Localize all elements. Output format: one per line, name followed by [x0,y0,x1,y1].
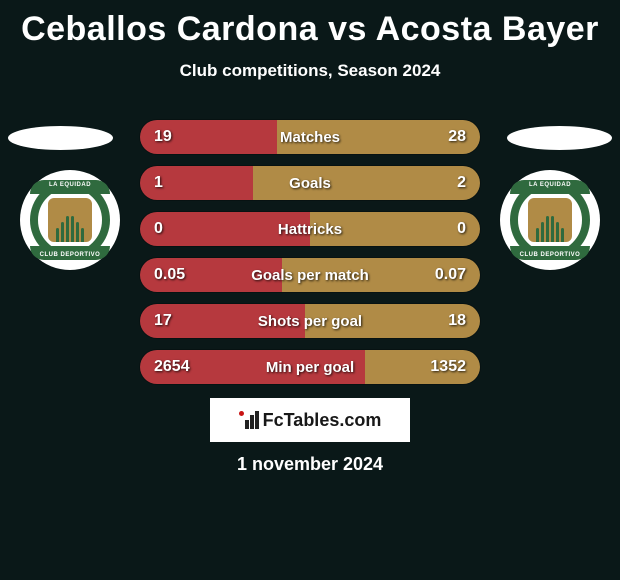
stat-label: Matches [140,120,480,154]
stats-panel: 1928Matches 12Goals 00Hattricks 0.050.07Goa… [140,120,480,396]
badge-stripes-icon [56,214,84,242]
stat-label: Hattricks [140,212,480,246]
page-title: Ceballos Cardona vs Acosta Bayer [0,0,620,49]
stat-row: 1928Matches [140,120,480,154]
fctables-brand-box: FcTables.com [210,398,410,442]
stat-row: 12Goals [140,166,480,200]
stat-row: 26541352Min per goal [140,350,480,384]
club-badge-left: LA EQUIDAD CLUB DEPORTIVO [20,170,120,270]
player-left-name-ellipse [8,126,113,150]
stat-label: Shots per goal [140,304,480,338]
stat-row: 0.050.07Goals per match [140,258,480,292]
badge-bottom-text: CLUB DEPORTIVO [30,252,110,258]
stat-label: Min per goal [140,350,480,384]
badge-bottom-text: CLUB DEPORTIVO [510,252,590,258]
club-badge-right: LA EQUIDAD CLUB DEPORTIVO [500,170,600,270]
stat-label: Goals [140,166,480,200]
badge-core [528,198,572,242]
badge-top-text: LA EQUIDAD [510,182,590,188]
player-right-name-ellipse [507,126,612,150]
badge-top-text: LA EQUIDAD [30,182,110,188]
fctables-brand-text: FcTables.com [263,410,382,431]
infographic-root: Ceballos Cardona vs Acosta Bayer Club co… [0,0,620,580]
date-label: 1 november 2024 [0,454,620,475]
fctables-logo-icon [239,411,259,429]
stat-row: 1718Shots per goal [140,304,480,338]
badge-core [48,198,92,242]
club-badge-right-inner: LA EQUIDAD CLUB DEPORTIVO [510,180,590,260]
club-badge-left-inner: LA EQUIDAD CLUB DEPORTIVO [30,180,110,260]
page-subtitle: Club competitions, Season 2024 [0,61,620,81]
badge-stripes-icon [536,214,564,242]
stat-label: Goals per match [140,258,480,292]
stat-row: 00Hattricks [140,212,480,246]
